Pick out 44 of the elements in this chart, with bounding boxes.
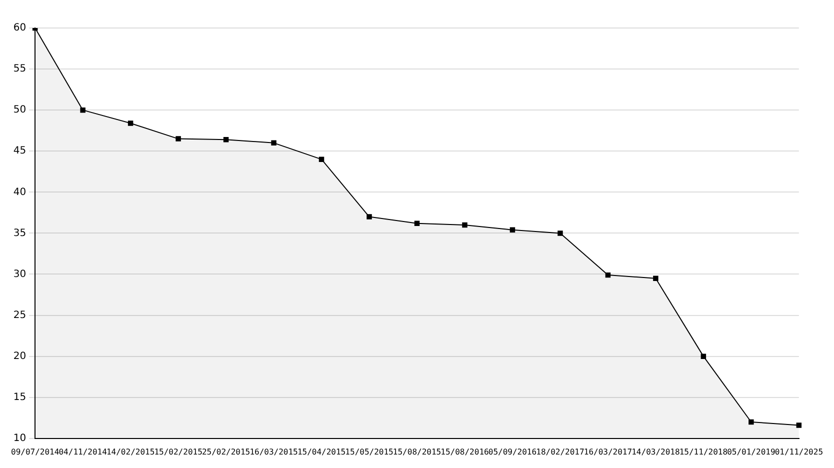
point xyxy=(80,107,86,113)
y-tick-label: 60 xyxy=(13,22,26,34)
point xyxy=(558,230,563,236)
y-tick-label: 15 xyxy=(13,392,26,403)
point xyxy=(510,227,516,233)
y-tick-label: 45 xyxy=(13,146,26,157)
point xyxy=(796,422,802,428)
point xyxy=(462,222,468,228)
point xyxy=(128,120,134,126)
y-tick-label: 30 xyxy=(13,268,26,280)
y-tick-label: 35 xyxy=(13,228,26,239)
point xyxy=(700,354,706,359)
x-tick-label: 25/02/2015 xyxy=(202,447,250,456)
y-tick-label: 50 xyxy=(13,104,26,116)
point xyxy=(223,137,229,142)
x-tick-label: 16/03/2015 xyxy=(250,447,298,456)
y-tick-label: 40 xyxy=(13,186,26,198)
point xyxy=(318,156,324,162)
x-tick-label: 15/08/2015 xyxy=(392,447,442,456)
y-tick-label: 25 xyxy=(13,310,26,321)
point xyxy=(176,136,181,142)
point xyxy=(653,276,658,281)
x-tick-label: 01/11/2025 xyxy=(774,447,824,456)
y-tick-label: 20 xyxy=(13,350,26,362)
x-tick-label: 05/09/2016 xyxy=(488,447,537,456)
y-tick-label: 55 xyxy=(13,64,26,75)
point xyxy=(271,140,276,146)
point xyxy=(605,272,611,278)
x-tick-label: 09/07/2014 xyxy=(10,447,60,456)
x-tick-label: 15/05/2015 xyxy=(345,447,394,456)
x-tick-label: 15/11/2018 xyxy=(679,447,728,456)
x-tick-label: 05/01/2019 xyxy=(727,447,776,456)
y-tick-label: 10 xyxy=(13,432,26,444)
x-tick-label: 14/03/2018 xyxy=(632,447,680,456)
x-tick-label: 15/04/2015 xyxy=(297,447,346,456)
x-tick-label: 14/02/2015 xyxy=(106,447,155,456)
point xyxy=(366,214,372,220)
x-tick-label: 15/02/2015 xyxy=(154,447,203,456)
point xyxy=(748,419,754,425)
x-tick-label: 15/08/2016 xyxy=(440,447,489,456)
x-tick-label: 18/02/2017 xyxy=(536,447,584,456)
x-tick-label: 16/03/2017 xyxy=(584,447,632,456)
point xyxy=(414,220,420,226)
x-tick-label: 04/11/2014 xyxy=(58,447,108,456)
